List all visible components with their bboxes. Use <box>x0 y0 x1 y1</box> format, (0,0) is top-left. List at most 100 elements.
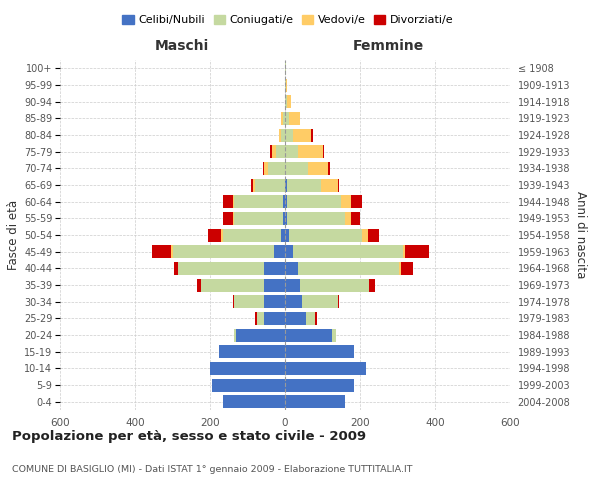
Bar <box>345 212 350 225</box>
Bar <box>270 145 272 158</box>
Bar <box>285 112 289 125</box>
Bar <box>293 245 403 258</box>
Bar <box>283 212 285 225</box>
Bar <box>281 128 285 141</box>
Bar <box>403 245 405 258</box>
Bar <box>362 228 367 241</box>
Bar <box>272 145 275 158</box>
Bar <box>285 78 286 92</box>
Bar <box>236 328 285 342</box>
Bar <box>285 278 300 291</box>
Bar <box>328 162 330 175</box>
Bar <box>332 328 335 342</box>
Bar <box>293 128 311 141</box>
Bar <box>305 312 315 325</box>
Bar <box>311 128 313 141</box>
Bar <box>175 262 178 275</box>
Bar <box>235 295 265 308</box>
Bar <box>235 212 283 225</box>
Bar <box>337 178 340 192</box>
Text: Popolazione per età, sesso e stato civile - 2009: Popolazione per età, sesso e stato civil… <box>12 430 366 443</box>
Bar <box>268 162 285 175</box>
Bar <box>341 195 350 208</box>
Bar <box>337 295 340 308</box>
Bar <box>285 295 302 308</box>
Bar <box>285 328 332 342</box>
Bar <box>405 245 430 258</box>
Bar <box>212 378 285 392</box>
Bar <box>287 212 345 225</box>
Bar <box>285 145 298 158</box>
Bar <box>401 262 413 275</box>
Bar <box>285 62 286 75</box>
Bar <box>370 278 375 291</box>
Bar <box>285 162 308 175</box>
Bar <box>300 278 370 291</box>
Bar <box>233 195 235 208</box>
Bar <box>152 245 170 258</box>
Bar <box>235 195 283 208</box>
Bar <box>210 362 285 375</box>
Bar <box>223 212 233 225</box>
Bar <box>285 212 287 225</box>
Bar <box>285 245 293 258</box>
Bar <box>298 262 400 275</box>
Bar <box>235 328 236 342</box>
Bar <box>285 362 365 375</box>
Bar <box>289 112 300 125</box>
Bar <box>253 178 255 192</box>
Bar <box>255 312 257 325</box>
Bar <box>350 212 360 225</box>
Bar <box>265 278 285 291</box>
Y-axis label: Fasce di età: Fasce di età <box>7 200 20 270</box>
Bar <box>280 128 281 141</box>
Bar <box>283 112 285 125</box>
Bar <box>350 195 362 208</box>
Bar <box>265 262 285 275</box>
Bar <box>285 395 345 408</box>
Bar <box>200 278 265 291</box>
Bar <box>223 228 281 241</box>
Bar <box>400 262 401 275</box>
Bar <box>223 395 285 408</box>
Bar <box>286 78 287 92</box>
Bar <box>289 228 362 241</box>
Bar <box>285 228 289 241</box>
Bar <box>323 145 325 158</box>
Bar <box>287 95 290 108</box>
Bar <box>308 162 328 175</box>
Bar <box>265 162 268 175</box>
Text: Femmine: Femmine <box>353 39 424 53</box>
Bar <box>170 245 173 258</box>
Bar <box>274 245 285 258</box>
Bar <box>221 228 223 241</box>
Text: Maschi: Maschi <box>154 39 209 53</box>
Bar <box>320 178 337 192</box>
Bar <box>223 195 233 208</box>
Bar <box>287 178 320 192</box>
Bar <box>263 162 265 175</box>
Bar <box>281 228 285 241</box>
Bar <box>208 228 221 241</box>
Bar <box>285 378 355 392</box>
Bar <box>233 212 235 225</box>
Bar <box>257 312 265 325</box>
Bar <box>285 262 298 275</box>
Bar <box>367 228 379 241</box>
Bar <box>285 345 355 358</box>
Text: COMUNE DI BASIGLIO (MI) - Dati ISTAT 1° gennaio 2009 - Elaborazione TUTTITALIA.I: COMUNE DI BASIGLIO (MI) - Dati ISTAT 1° … <box>12 465 413 474</box>
Bar <box>283 195 285 208</box>
Bar <box>287 195 341 208</box>
Bar <box>285 95 287 108</box>
Bar <box>197 278 200 291</box>
Y-axis label: Anni di nascita: Anni di nascita <box>574 192 587 278</box>
Bar <box>233 295 235 308</box>
Bar <box>315 312 317 325</box>
Legend: Celibi/Nubili, Coniugati/e, Vedovi/e, Divorziati/e: Celibi/Nubili, Coniugati/e, Vedovi/e, Di… <box>118 10 458 30</box>
Bar <box>265 295 285 308</box>
Bar <box>220 345 285 358</box>
Bar <box>281 112 283 125</box>
Bar <box>173 245 274 258</box>
Bar <box>285 178 287 192</box>
Bar <box>251 178 253 192</box>
